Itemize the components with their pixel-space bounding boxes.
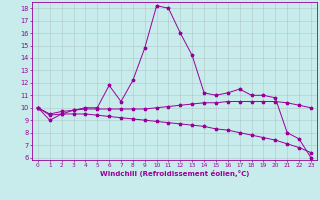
X-axis label: Windchill (Refroidissement éolien,°C): Windchill (Refroidissement éolien,°C) bbox=[100, 170, 249, 177]
